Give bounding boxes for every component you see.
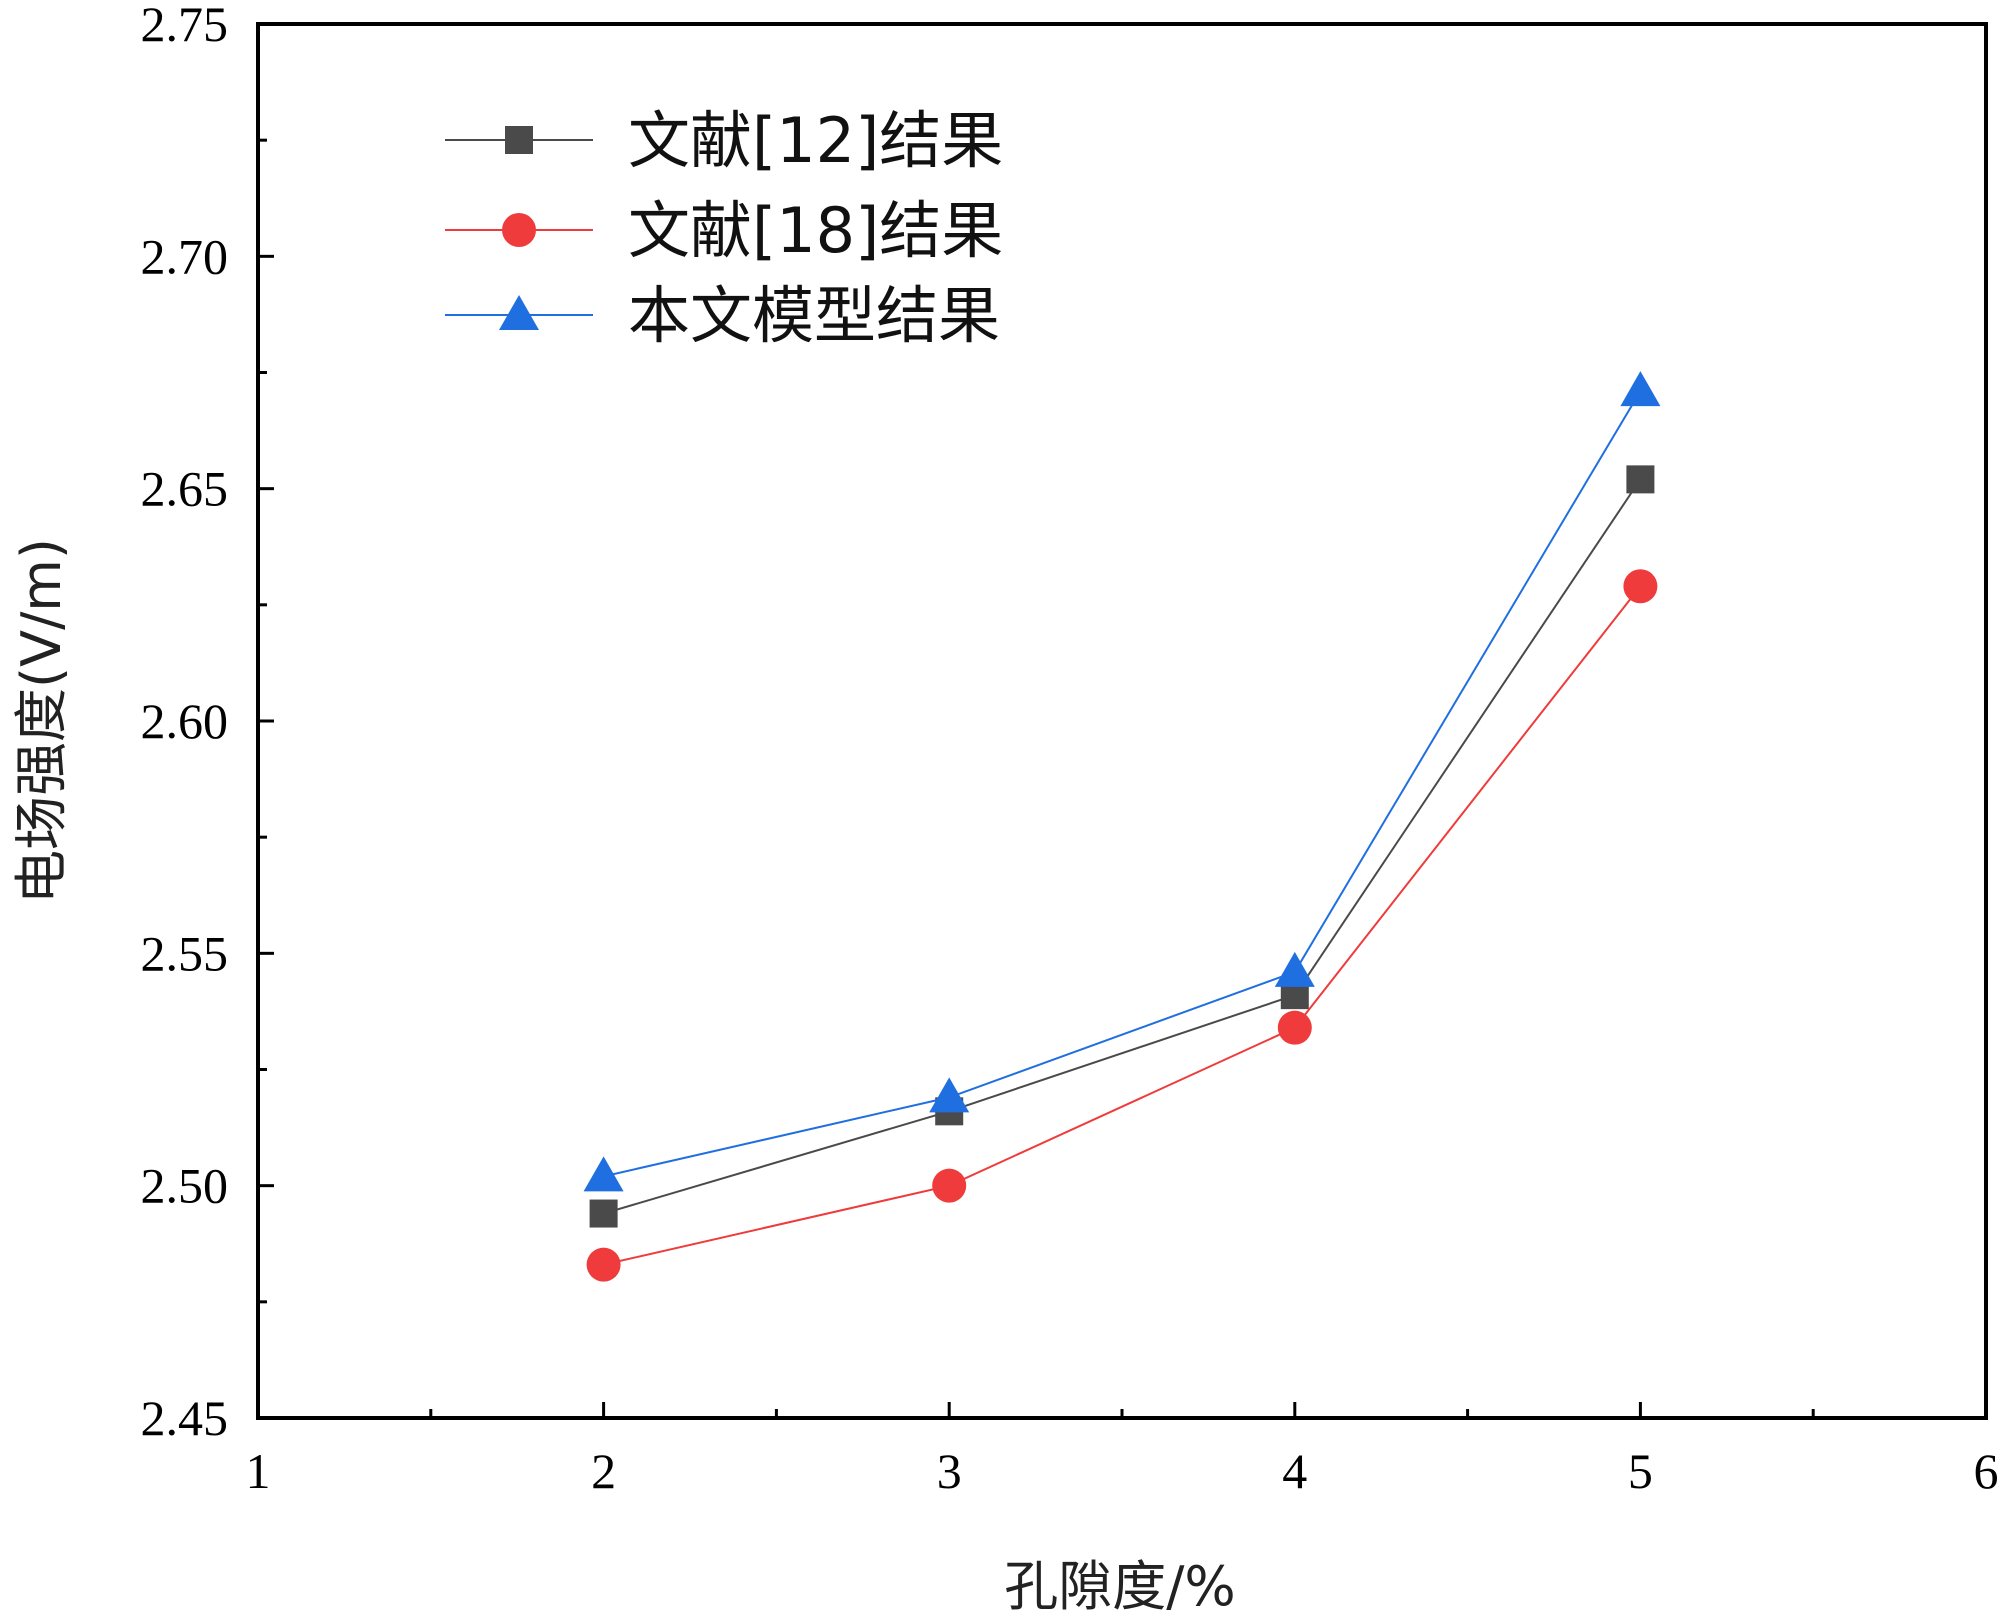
x-tick-label: 5 [1628, 1443, 1653, 1499]
legend-item: 文献[18]结果 [445, 194, 1003, 267]
y-axis: 2.45 2.50 2.55 2.60 2.65 2.70 2.75 [141, 0, 274, 1446]
y-tick-label: 2.45 [141, 1390, 229, 1446]
legend-marker-circle [502, 213, 536, 247]
legend-marker-square [505, 126, 533, 154]
y-tick-label: 2.65 [141, 461, 229, 517]
y-tick-label: 2.75 [141, 0, 229, 52]
y-axis-title: 电场强度(V/m) [10, 538, 73, 904]
data-point-triangle [583, 1156, 624, 1192]
data-point-triangle [1274, 951, 1315, 987]
data-point-triangle [1620, 371, 1661, 407]
x-tick-label: 3 [937, 1443, 962, 1499]
legend-label: 文献[18]结果 [628, 194, 1003, 267]
data-point-circle [1277, 1010, 1312, 1045]
y-tick-label: 2.60 [141, 693, 229, 749]
series-line [603, 585, 1642, 1266]
x-tick-label: 4 [1282, 1443, 1307, 1499]
y-tick-label: 2.55 [141, 925, 229, 981]
series-line [603, 478, 1642, 1215]
legend-marker-triangle [499, 295, 539, 330]
x-tick-label: 1 [246, 1443, 271, 1499]
series-line [603, 390, 1642, 1178]
legend-label: 文献[12]结果 [628, 104, 1003, 177]
x-axis: 1 2 3 4 5 6 [246, 1402, 1999, 1499]
x-tick-label: 2 [591, 1443, 616, 1499]
legend-label: 本文模型结果 [628, 279, 1000, 352]
series-layer [583, 371, 1661, 1282]
data-point-circle [932, 1168, 967, 1203]
x-axis-title: 孔隙度/% [1004, 1555, 1236, 1616]
x-tick-label: 6 [1974, 1443, 1999, 1499]
y-tick-label: 2.70 [141, 228, 229, 284]
series-2 [583, 371, 1661, 1192]
data-point-square [589, 1199, 618, 1228]
legend-item: 本文模型结果 [445, 279, 1000, 352]
data-point-triangle [929, 1077, 970, 1113]
data-point-circle [1623, 569, 1658, 604]
series-0 [589, 465, 1655, 1228]
legend-item: 文献[12]结果 [445, 104, 1003, 177]
series-1 [586, 569, 1658, 1282]
data-point-circle [586, 1247, 621, 1282]
y-tick-label: 2.50 [141, 1158, 229, 1214]
data-point-square [1626, 465, 1655, 494]
